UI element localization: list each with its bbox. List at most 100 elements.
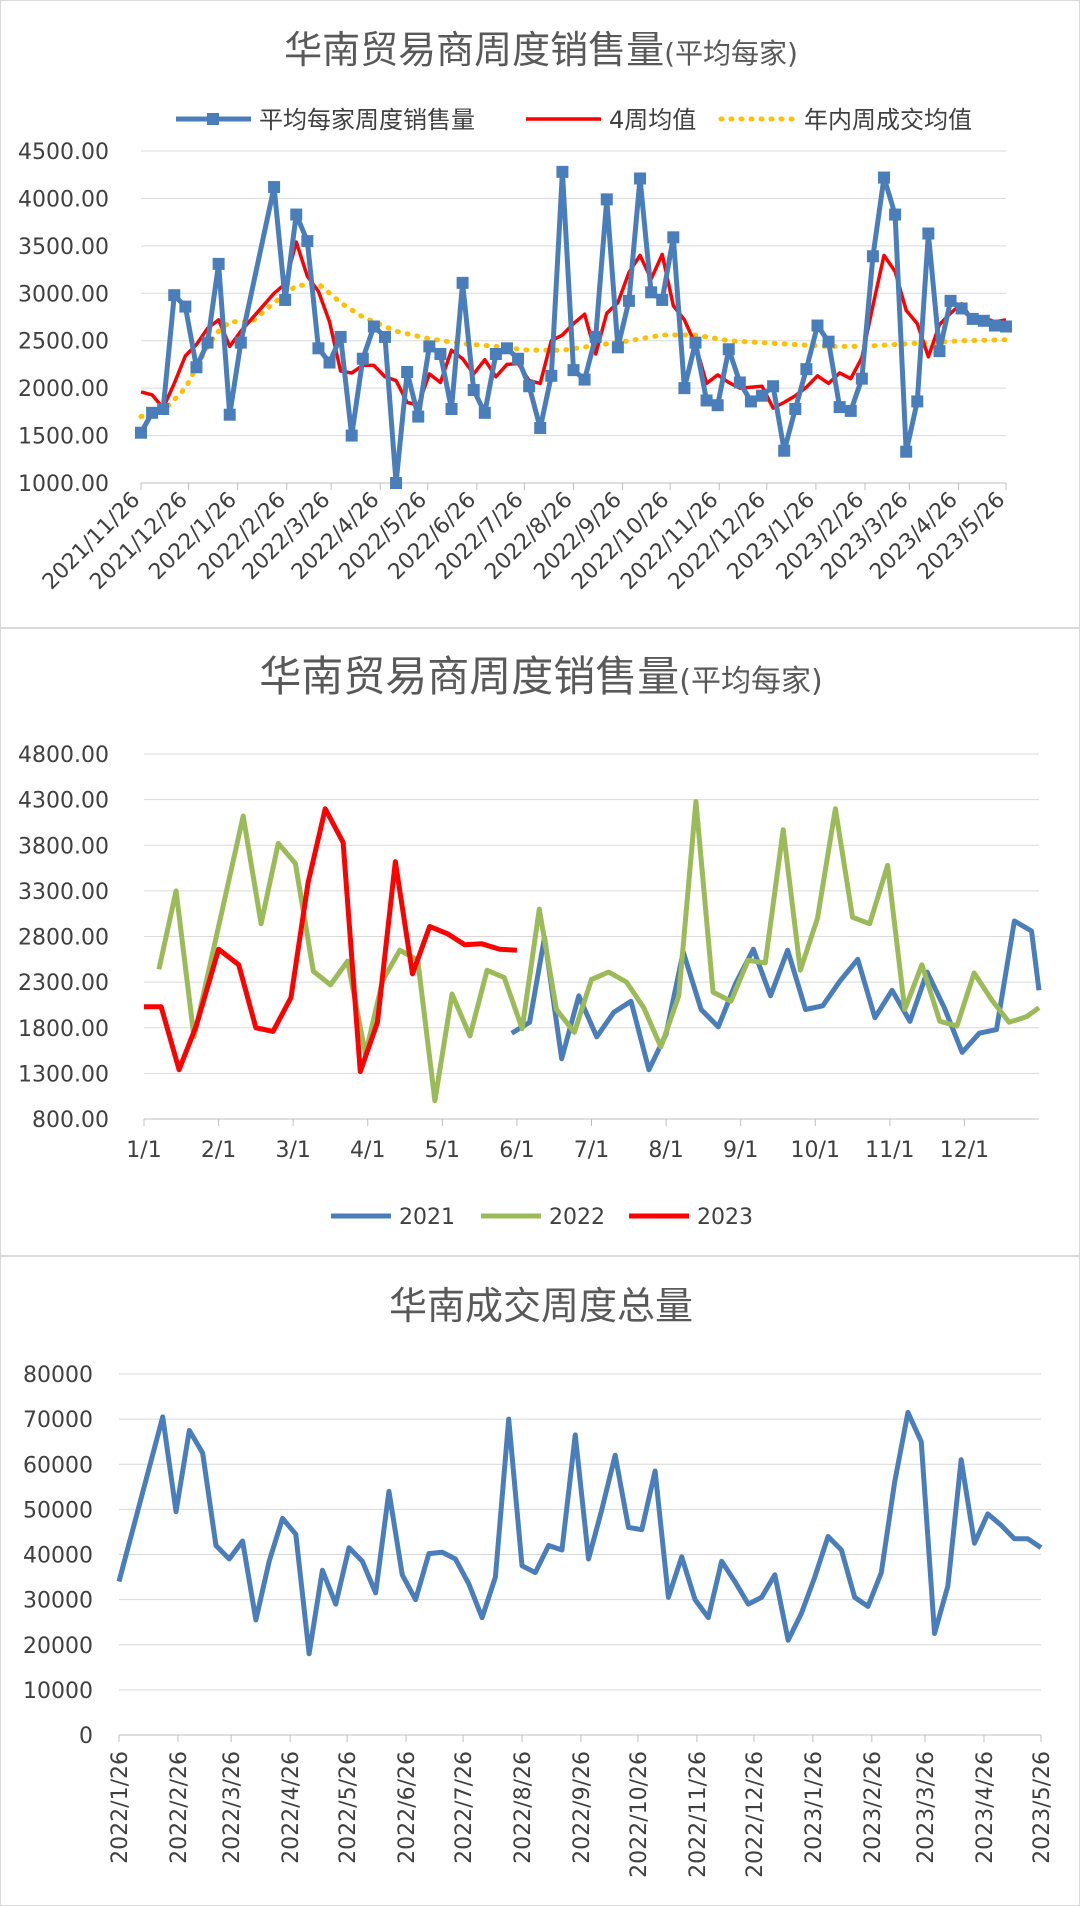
series-line-total — [116, 1409, 1043, 1657]
chart-yearly-comparison: 华南贸易商周度销售量(平均每家) 800.00 1300.00 1800.00 230… — [18, 652, 1042, 1230]
y-tick-label: 40000 — [23, 1544, 93, 1569]
data-point-marker — [157, 403, 170, 416]
data-point-marker — [922, 227, 935, 240]
series-line-2023 — [144, 806, 518, 1075]
data-point-marker — [811, 319, 824, 332]
data-point-marker — [334, 330, 347, 343]
data-point-marker — [179, 300, 192, 313]
data-point-marker — [611, 341, 624, 354]
data-point-marker — [955, 302, 968, 315]
y-tick-label: 3500.00 — [18, 235, 109, 260]
chart-title: 华南成交周度总量 — [389, 1284, 693, 1328]
data-point-marker — [512, 352, 525, 365]
data-point-marker — [367, 320, 380, 333]
x-tick-label: 5/1 — [425, 1138, 460, 1163]
x-tick-label: 2022/6/26 — [395, 1751, 420, 1864]
data-point-marker — [478, 406, 491, 419]
data-point-marker — [733, 376, 746, 389]
y-tick-label: 2000.00 — [18, 377, 109, 402]
legend-label: 2023 — [697, 1205, 753, 1230]
data-point-marker — [645, 286, 658, 299]
data-point-marker — [456, 276, 469, 289]
data-point-marker — [434, 347, 447, 360]
x-tick-label: 2023/4/26 — [973, 1751, 998, 1864]
series-line-2021 — [510, 918, 1042, 1073]
data-point-marker — [667, 231, 680, 244]
data-point-marker — [756, 389, 769, 402]
y-tick-label: 4800.00 — [18, 743, 109, 768]
data-point-marker — [190, 361, 203, 374]
chart-panel-yearly-comparison: 华南贸易商周度销售量(平均每家) 800.00 1300.00 1800.00 230… — [0, 628, 1080, 1256]
legend-label: 平均每家周度销售量 — [259, 106, 475, 134]
series-line-2022 — [156, 798, 1041, 1104]
y-tick-label: 1300.00 — [18, 1062, 109, 1087]
data-point-marker — [268, 181, 281, 194]
data-point-marker — [656, 293, 669, 306]
data-point-marker — [911, 395, 924, 408]
data-point-marker — [556, 165, 569, 178]
data-point-marker — [822, 335, 835, 348]
x-tick-label: 3/1 — [275, 1138, 310, 1163]
y-tick-label: 70000 — [23, 1408, 93, 1433]
data-point-marker — [833, 401, 846, 414]
y-tick-label: 10000 — [23, 1679, 93, 1704]
data-point-marker — [534, 421, 547, 434]
y-tick-label: 2300.00 — [18, 971, 109, 996]
y-tick-label: 3800.00 — [18, 834, 109, 859]
chart-title: 华南贸易商周度销售量(平均每家) — [284, 28, 798, 72]
x-tick-label: 8/1 — [648, 1138, 683, 1163]
x-tick-label: 9/1 — [723, 1138, 758, 1163]
data-point-marker — [545, 369, 558, 382]
data-point-marker — [855, 372, 868, 385]
x-tick-label: 4/1 — [350, 1138, 385, 1163]
x-tick-label: 2022/9/26 — [570, 1751, 595, 1864]
chart-weekly-avg-sales: 华南贸易商周度销售量(平均每家) 1000.00 1500.00 2000.00 25… — [18, 28, 1012, 595]
x-tick-label: 1/1 — [126, 1138, 161, 1163]
data-point-marker — [722, 343, 735, 356]
data-point-marker — [523, 380, 536, 393]
data-point-marker — [966, 312, 979, 325]
data-point-marker — [412, 410, 425, 423]
x-tick-label: 2022/2/26 — [167, 1751, 192, 1864]
chart-panel-weekly-avg-sales: 华南贸易商周度销售量(平均每家) 1000.00 1500.00 2000.00 25… — [0, 0, 1080, 628]
y-tick-label: 1500.00 — [18, 425, 109, 450]
data-point-marker — [1000, 320, 1012, 333]
y-tick-label: 20000 — [23, 1634, 93, 1659]
data-point-marker — [390, 477, 403, 489]
data-point-marker — [977, 314, 990, 327]
x-tick-label: 6/1 — [499, 1138, 534, 1163]
x-tick-label: 2022/11/26 — [686, 1751, 711, 1878]
data-point-marker — [445, 403, 458, 416]
data-point-marker — [622, 294, 635, 307]
data-point-marker — [678, 382, 691, 395]
data-point-marker — [778, 444, 791, 457]
data-point-marker — [345, 429, 358, 442]
y-tick-label: 2800.00 — [18, 926, 109, 951]
y-tick-label: 50000 — [23, 1498, 93, 1523]
x-tick-label: 2023/3/26 — [914, 1751, 939, 1864]
data-point-marker — [467, 384, 480, 397]
chart-panel-weekly-total: 华南成交周度总量 0 10000 20000 30000 40000 50000 60000… — [0, 1256, 1080, 1906]
data-point-marker — [700, 394, 713, 407]
y-tick-label: 3000.00 — [18, 282, 109, 307]
series-line-2 — [138, 281, 1009, 420]
data-point-marker — [401, 366, 414, 379]
legend-marker — [207, 113, 219, 125]
chart-weekly-total: 华南成交周度总量 0 10000 20000 30000 40000 50000 60000… — [23, 1284, 1055, 1878]
data-point-marker — [744, 395, 757, 408]
x-tick-label: 2022/10/26 — [627, 1751, 652, 1878]
x-tick-label: 11/1 — [865, 1138, 914, 1163]
data-point-marker — [323, 356, 336, 369]
data-point-marker — [800, 363, 813, 376]
legend-label: 4周均值 — [609, 106, 696, 134]
y-tick-label: 60000 — [23, 1453, 93, 1478]
data-point-marker — [933, 345, 946, 358]
y-tick-label: 800.00 — [32, 1108, 109, 1133]
chart-title: 华南贸易商周度销售量(平均每家) — [259, 652, 822, 701]
legend-label: 年内周成交均值 — [804, 106, 972, 134]
data-point-marker — [378, 330, 391, 343]
x-tick-label: 10/1 — [791, 1138, 840, 1163]
x-tick-label: 2/1 — [201, 1138, 236, 1163]
legend-label: 2021 — [399, 1205, 455, 1230]
data-point-marker — [789, 403, 802, 416]
